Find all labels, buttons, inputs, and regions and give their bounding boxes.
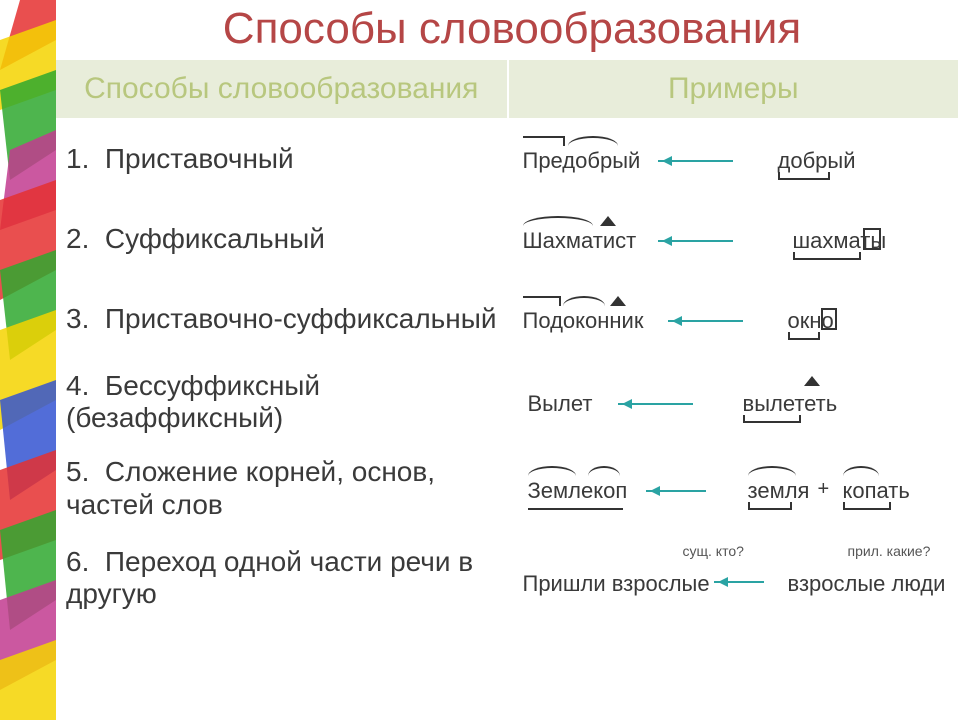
word-formation-table: Способы словообразования Примеры 1. Прис… [56,60,960,623]
root-mark [563,296,605,306]
row-label: Приставочно-суффиксальный [105,303,497,334]
example-2: Шахматист шахматы [518,210,950,268]
derived-word: Подоконник [523,308,644,334]
derived-word: Шахматист [523,228,637,254]
source-word: шахматы [793,228,887,254]
arrow-icon [668,320,743,322]
table-row: 2. Суффиксальный Шахматист шахматы [56,199,959,279]
example-4: Вылет вылететь [518,373,950,431]
example-1: Предобрый добрый [518,130,950,188]
content: Способы словообразования Способы словооб… [56,0,960,720]
arrow-icon [714,581,764,583]
derived-word: Вылет [528,391,593,417]
root-mark [588,466,620,476]
page-title: Способы словообразования [56,0,960,60]
row-num: 6. [66,546,89,577]
phrase: взрослые люди [788,571,946,597]
row-label: Суффиксальный [105,223,325,254]
table-row: 6. Переход одной части речи в другую сущ… [56,532,959,623]
source-word: земля [748,478,810,504]
source-word: окно [788,308,834,334]
pos-label: сущ. кто? [683,543,744,559]
col-header-methods: Способы словообразования [56,60,508,119]
table-row: 5. Сложение корней, основ, частей слов З… [56,445,959,531]
derived-word: Предобрый [523,148,641,174]
row-num: 5. [66,456,89,487]
decorative-sidebar [0,0,56,720]
derived-word: Землекоп [528,478,628,504]
arrow-icon [658,160,733,162]
pos-label: прил. какие? [848,543,931,559]
prefix-mark [523,136,565,146]
row-label: Сложение корней, основ, частей слов [66,456,435,519]
row-label: Бессуффиксный (безаффиксный) [66,370,320,433]
root-mark [523,216,593,226]
table-row: 4. Бессуффиксный (безаффиксный) Вылет вы… [56,359,959,445]
row-label: Приставочный [105,143,294,174]
row-num: 3. [66,303,89,334]
arrow-icon [646,490,706,492]
row-label: Переход одной части речи в другую [66,546,473,609]
source-word: вылететь [743,391,838,417]
table-row: 3. Приставочно-суффиксальный Подоконник … [56,279,959,359]
plus-sign: + [818,478,830,501]
col-header-examples: Примеры [508,60,960,119]
suffix-mark [600,216,616,226]
row-num: 1. [66,143,89,174]
root-mark [568,136,618,146]
phrase: Пришли взрослые [523,571,710,597]
suffix-mark [804,376,820,386]
source-word: добрый [778,148,856,174]
source-word: копать [843,478,910,504]
root-mark [528,466,576,476]
arrow-icon [618,403,693,405]
table-row: 1. Приставочный Предобрый добрый [56,119,959,199]
example-3: Подоконник окно [518,290,950,348]
row-num: 2. [66,223,89,254]
suffix-mark [610,296,626,306]
root-mark [748,466,796,476]
root-mark [843,466,879,476]
prefix-mark [523,296,561,306]
example-6: сущ. кто? прил. какие? Пришли взрослые в… [518,543,950,613]
arrow-icon [658,240,733,242]
example-5: Землекоп земля + копать [518,460,950,518]
row-num: 4. [66,370,89,401]
